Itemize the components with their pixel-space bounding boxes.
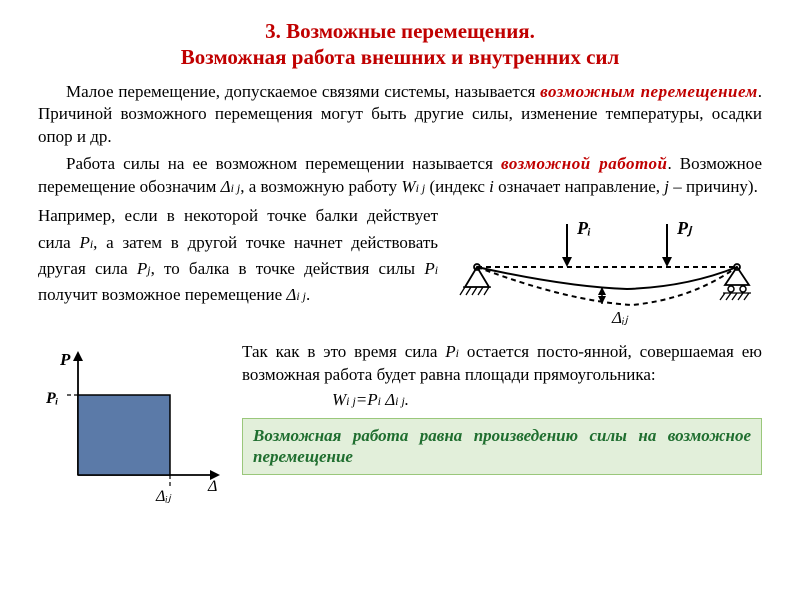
f-period: . bbox=[405, 390, 409, 409]
left-d: получит возможное перемещение bbox=[38, 285, 286, 304]
beam-delta-label: Δᵢⱼ bbox=[611, 308, 629, 327]
main-title: 3. Возможные перемещения. Возможная рабо… bbox=[38, 18, 762, 71]
sym-delta-2: Δ bbox=[286, 285, 296, 304]
p2-text-e: означает направление, bbox=[494, 177, 664, 196]
beam-Pi-label: Pᵢ bbox=[576, 218, 591, 238]
f-delta-sub: i j bbox=[395, 394, 405, 408]
sym-Pi-3: P bbox=[445, 342, 455, 361]
left-text-column: Например, если в некоторой точке балки д… bbox=[38, 203, 438, 339]
title-line-2: Возможная работа внешних и внутренних си… bbox=[181, 45, 620, 69]
p1-text-a: Малое перемещение, допускаемое связями с… bbox=[66, 82, 540, 101]
symbol-W-sub: i j bbox=[416, 181, 426, 195]
highlight-text: Возможная работа равна произведению силы… bbox=[253, 426, 751, 466]
formula-line: Wi j=Pi Δi j. bbox=[242, 389, 762, 412]
term-possible-displacement: возможным перемещением bbox=[540, 82, 758, 101]
lower-row: P Pᵢ Δ Δᵢⱼ Так как в это время сила Pi о… bbox=[38, 341, 762, 510]
beam-Pj-label: Pⱼ bbox=[676, 218, 693, 238]
sym-delta-2-sub: i j bbox=[296, 289, 306, 303]
symbol-delta-sub: i j bbox=[231, 181, 241, 195]
symbol-W: W bbox=[401, 177, 415, 196]
f-eq: =P bbox=[356, 390, 378, 409]
period-1: . bbox=[306, 285, 310, 304]
p2-text-f: – причину). bbox=[669, 177, 758, 196]
lower-text-column: Так как в это время сила Pi остается пос… bbox=[242, 341, 762, 510]
symbol-delta: Δ bbox=[221, 177, 231, 196]
f-W: W bbox=[332, 390, 346, 409]
p2-text-a: Работа силы на ее возможном перемещении … bbox=[66, 154, 501, 173]
paragraph-1: Малое перемещение, допускаемое связями с… bbox=[38, 81, 762, 150]
left-c: , то балка в точке действия силы bbox=[151, 259, 425, 278]
sym-Pi-2-sub: i bbox=[435, 263, 438, 277]
graph-Pi-label: Pᵢ bbox=[45, 390, 59, 407]
sym-Pi: P bbox=[79, 233, 89, 252]
sym-Pj: P bbox=[137, 259, 147, 278]
paragraph-2: Работа силы на ее возможном перемещении … bbox=[38, 153, 762, 199]
graph-D-axis: Δ bbox=[207, 478, 217, 495]
lower-paragraph: Так как в это время сила Pi остается пос… bbox=[242, 341, 762, 387]
term-possible-work: возможной работой bbox=[501, 154, 667, 173]
work-graph: P Pᵢ Δ Δᵢⱼ bbox=[38, 345, 228, 505]
lower-a: Так как в это время сила bbox=[242, 342, 445, 361]
p2-text-d: (индекс bbox=[425, 177, 489, 196]
beam-diagram: Pᵢ Pⱼ Δᵢⱼ bbox=[457, 209, 757, 339]
graph-container: P Pᵢ Δ Δᵢⱼ bbox=[38, 341, 228, 510]
title-line-1: 3. Возможные перемещения. bbox=[265, 19, 535, 43]
f-delta: Δ bbox=[381, 390, 395, 409]
p2-text-c: , а возможную работу bbox=[240, 177, 401, 196]
beam-diagram-container: Pᵢ Pⱼ Δᵢⱼ bbox=[452, 203, 762, 339]
graph-P-axis: P bbox=[59, 350, 71, 369]
graph-Dij-label: Δᵢⱼ bbox=[155, 488, 172, 505]
highlight-box: Возможная работа равна произведению силы… bbox=[242, 418, 762, 475]
sym-Pi-2: P bbox=[424, 259, 434, 278]
f-W-sub: i j bbox=[346, 394, 356, 408]
page-root: 3. Возможные перемещения. Возможная рабо… bbox=[0, 0, 800, 600]
two-column-row: Например, если в некоторой точке балки д… bbox=[38, 203, 762, 339]
